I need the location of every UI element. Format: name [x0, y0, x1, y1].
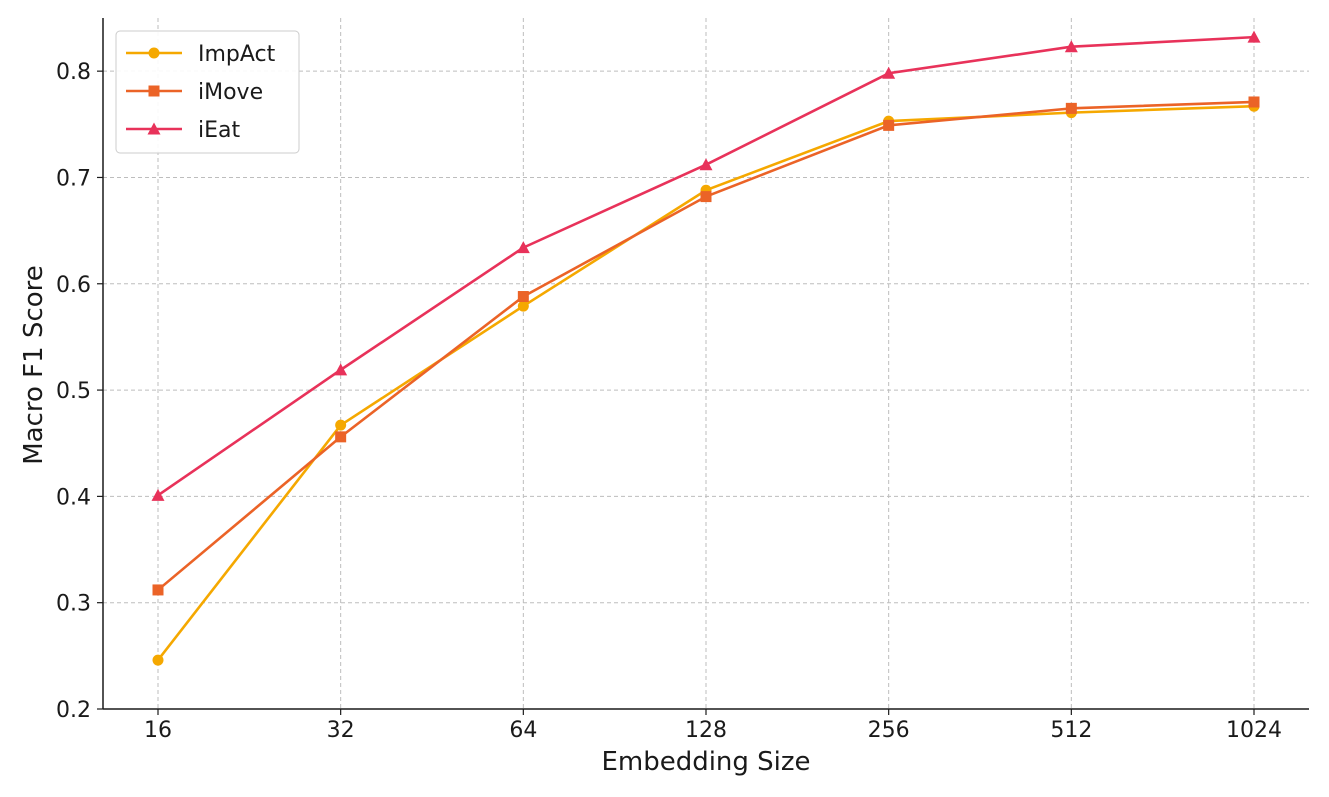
data-point-impact [335, 419, 347, 431]
data-point-imove [152, 584, 164, 596]
x-tick-label: 256 [868, 718, 910, 743]
axes-layer: 16 32 64 128 256 512 1024 0.2 0.3 0.4 0.5 0.6 0.7 0.8 [56, 18, 1309, 743]
series-layer [151, 30, 1261, 666]
data-point-ieat [1247, 30, 1261, 43]
x-tick-label: 64 [509, 718, 537, 743]
y-tick-label: 0.5 [56, 379, 91, 404]
data-point-ieat [882, 66, 896, 79]
x-tick-label: 32 [327, 718, 355, 743]
legend-label-impact: ImpAct [198, 42, 276, 67]
x-tick-label: 1024 [1226, 718, 1282, 743]
y-tick-label: 0.6 [56, 273, 91, 298]
x-tick-label: 16 [144, 718, 172, 743]
grid-layer [103, 18, 1309, 710]
y-axis-title: Macro F1 Score [19, 265, 49, 465]
data-point-ieat [151, 488, 165, 501]
data-point-imove [517, 291, 529, 303]
legend-label-ieat: iEat [198, 118, 240, 143]
legend-label-imove: iMove [198, 80, 263, 105]
legend-marker-imove [148, 85, 160, 97]
data-point-ieat [1064, 40, 1078, 53]
legend-marker-ieat [147, 122, 161, 135]
legend-marker-impact [148, 47, 160, 59]
data-point-ieat [516, 241, 530, 254]
y-tick-label: 0.8 [56, 60, 91, 85]
data-point-impact [152, 654, 164, 666]
data-point-ieat [334, 363, 348, 376]
data-point-impact [517, 300, 529, 312]
y-tick-label: 0.2 [56, 698, 91, 723]
y-tick-label: 0.4 [56, 485, 91, 510]
x-axis-title: Embedding Size [601, 747, 810, 777]
data-point-imove [1065, 102, 1077, 114]
data-point-ieat [699, 158, 713, 171]
data-point-imove [1248, 96, 1260, 108]
legend: ImpAct iMove iEat [115, 30, 300, 154]
x-tick-label: 128 [685, 718, 727, 743]
legend-box [115, 30, 300, 154]
data-point-imove [700, 191, 712, 203]
y-tick-label: 0.7 [56, 166, 91, 191]
data-point-imove [883, 119, 895, 131]
x-tick-label: 512 [1050, 718, 1092, 743]
data-point-imove [335, 431, 347, 443]
y-tick-label: 0.3 [56, 592, 91, 617]
